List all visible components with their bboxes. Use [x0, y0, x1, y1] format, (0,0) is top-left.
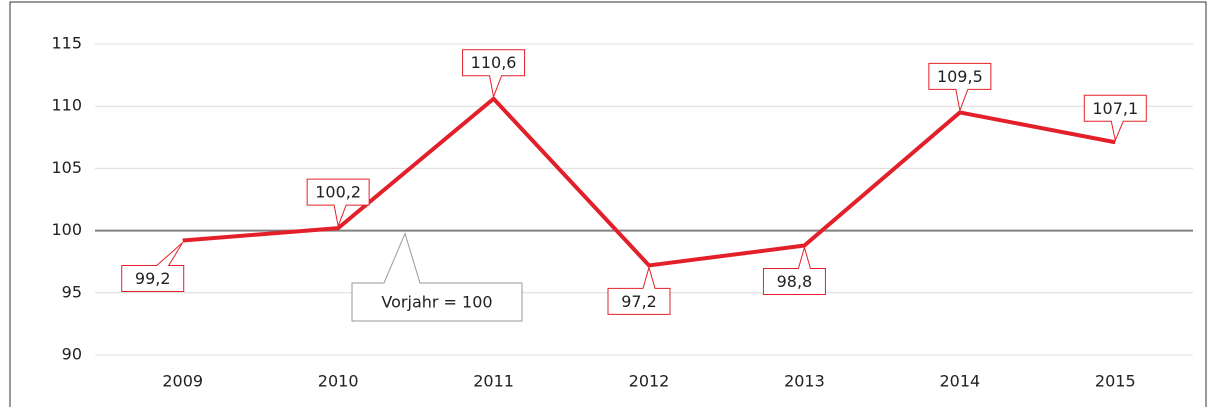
data-label: 100,2: [315, 183, 361, 202]
y-tick-label: 115: [51, 34, 82, 53]
data-label: 110,6: [471, 53, 517, 72]
data-label-box: [762, 245, 826, 296]
x-tick-label: 2014: [939, 372, 980, 391]
x-tick-label: 2010: [318, 372, 359, 391]
y-tick-label: 100: [51, 220, 82, 239]
annotation-label: Vorjahr = 100: [381, 293, 492, 312]
x-tick-label: 2015: [1095, 372, 1136, 391]
y-tick-label: 90: [62, 345, 82, 364]
x-tick-label: 2011: [473, 372, 514, 391]
annotation-box: [351, 232, 523, 322]
data-label: 97,2: [621, 292, 657, 311]
x-tick-label: 2013: [784, 372, 825, 391]
x-tick-label: 2012: [629, 372, 670, 391]
data-label-box: [306, 178, 370, 228]
data-label-box: [928, 62, 992, 113]
y-tick-label: 105: [51, 158, 82, 177]
data-label-box: [462, 49, 526, 99]
line: [182, 96, 1116, 268]
data-label-box: [607, 265, 671, 315]
y-tick-label: 110: [51, 96, 82, 115]
data-label: 109,5: [937, 67, 983, 86]
data-label: 99,2: [135, 269, 171, 288]
frame: [9, 1, 1207, 407]
data-label: 107,1: [1092, 99, 1138, 118]
data-label-box: [121, 242, 185, 293]
y-tick-label: 95: [62, 282, 82, 301]
data-label: 98,8: [777, 272, 813, 291]
x-tick-label: 2009: [162, 372, 203, 391]
data-label-box: [1083, 94, 1147, 142]
